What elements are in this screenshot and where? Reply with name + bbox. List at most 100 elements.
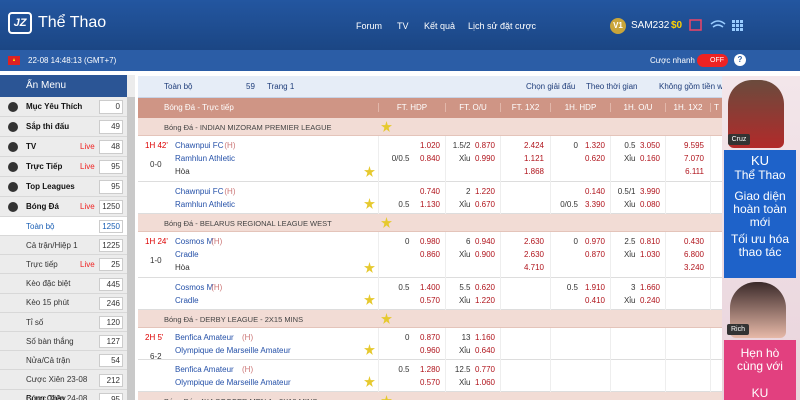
- menu-label[interactable]: Trực Tiếp: [26, 162, 63, 171]
- odds[interactable]: 0.670: [474, 200, 495, 209]
- odds[interactable]: 0.990: [474, 154, 495, 163]
- odds[interactable]: 0.160: [639, 154, 660, 163]
- favorite-star[interactable]: [381, 121, 392, 132]
- odds[interactable]: 1.910: [584, 283, 605, 292]
- menu-label[interactable]: TV: [26, 142, 37, 151]
- odds[interactable]: 0.570: [419, 378, 440, 387]
- odds[interactable]: 3.240: [683, 263, 704, 272]
- odds[interactable]: 1.020: [419, 141, 440, 150]
- sidebar-title[interactable]: Ẩn Menu: [26, 80, 67, 91]
- menu-item[interactable]: [0, 293, 127, 313]
- odds[interactable]: 3.050: [639, 141, 660, 150]
- menu-item[interactable]: [0, 197, 127, 217]
- home-team[interactable]: Benfica Amateur: [175, 333, 234, 342]
- away-team[interactable]: Olympique de Marseille Amateur: [175, 346, 291, 355]
- menu-item[interactable]: [0, 274, 127, 294]
- odds[interactable]: 7.070: [683, 154, 704, 163]
- home-team[interactable]: Cosmos M: [175, 237, 214, 246]
- odds[interactable]: 1.660: [639, 283, 660, 292]
- menu-label[interactable]: Cả trận/Hiệp 1: [26, 240, 78, 250]
- odds[interactable]: 0.620: [584, 154, 605, 163]
- favorite-star[interactable]: [364, 198, 375, 209]
- odds[interactable]: 1.121: [523, 154, 544, 163]
- odds[interactable]: 2.630: [523, 250, 544, 259]
- away-team[interactable]: Cradle: [175, 250, 199, 259]
- odds[interactable]: 0.940: [474, 237, 495, 246]
- odds[interactable]: 0.960: [419, 346, 440, 355]
- view-select[interactable]: Toàn bộ: [164, 82, 193, 91]
- league-row[interactable]: [138, 118, 722, 136]
- odds[interactable]: 0.640: [474, 346, 495, 355]
- odds[interactable]: 0.980: [419, 237, 440, 246]
- menu-label[interactable]: Số bàn thắng: [26, 336, 74, 346]
- menu-item[interactable]: [0, 313, 127, 332]
- odds[interactable]: 1.400: [419, 283, 440, 292]
- menu-item[interactable]: [0, 255, 127, 275]
- home-team[interactable]: Cosmos M: [175, 283, 214, 292]
- odds[interactable]: 1.320: [584, 141, 605, 150]
- odds[interactable]: 3.990: [639, 187, 660, 196]
- odds[interactable]: 0.570: [419, 296, 440, 305]
- menu-label[interactable]: Cược Xiên 24-08: [26, 394, 88, 400]
- toggle[interactable]: OFF: [697, 54, 728, 67]
- nav-link[interactable]: TV: [397, 21, 409, 31]
- league-row[interactable]: [138, 310, 722, 328]
- page-select[interactable]: Trang 1: [267, 82, 295, 91]
- odds[interactable]: 0.740: [419, 187, 440, 196]
- favorite-star[interactable]: [364, 166, 375, 177]
- odds[interactable]: 0.870: [584, 250, 605, 259]
- menu-item[interactable]: [0, 332, 127, 352]
- favorite-star[interactable]: [364, 294, 375, 305]
- menu-item[interactable]: [0, 97, 127, 117]
- odds[interactable]: 3.390: [584, 200, 605, 209]
- nav-link[interactable]: Lịch sử đặt cược: [468, 21, 536, 31]
- menu-label[interactable]: Toàn bộ: [26, 221, 55, 231]
- menu-label[interactable]: Nửa/Cả trận: [26, 355, 71, 365]
- odds[interactable]: 0.870: [419, 333, 440, 342]
- favorite-star[interactable]: [381, 395, 392, 400]
- odds[interactable]: 1.220: [474, 187, 495, 196]
- filter-button[interactable]: Theo thời gian: [586, 82, 638, 91]
- menu-label[interactable]: Kèo đặc biệt: [26, 279, 71, 289]
- favorite-star[interactable]: [364, 262, 375, 273]
- menu-label[interactable]: Sắp thi đấu: [26, 122, 70, 131]
- menu-item[interactable]: [0, 370, 127, 390]
- odds[interactable]: 1.868: [523, 167, 544, 176]
- odds[interactable]: 2.424: [523, 141, 544, 150]
- odds[interactable]: 0.240: [639, 296, 660, 305]
- odds[interactable]: 0.410: [584, 296, 605, 305]
- menu-item[interactable]: [0, 351, 127, 371]
- odds[interactable]: 1.130: [419, 200, 440, 209]
- home-team[interactable]: Benfica Amateur: [175, 365, 234, 374]
- odds[interactable]: 0.620: [474, 283, 495, 292]
- menu-item[interactable]: [0, 177, 127, 197]
- odds[interactable]: 1.220: [474, 296, 495, 305]
- odds[interactable]: 2.630: [523, 237, 544, 246]
- away-team[interactable]: Ramhlun Athletic: [175, 154, 236, 163]
- menu-item[interactable]: [0, 157, 127, 177]
- odds[interactable]: 0.970: [584, 237, 605, 246]
- away-team[interactable]: Olympique de Marseille Amateur: [175, 378, 291, 387]
- odds[interactable]: 1.160: [474, 333, 495, 342]
- help[interactable]: ?: [734, 54, 746, 66]
- odds[interactable]: 6.800: [683, 250, 704, 259]
- odds[interactable]: 0.080: [639, 200, 660, 209]
- menu-label[interactable]: Trực tiếp: [26, 259, 58, 269]
- odds[interactable]: 0.870: [474, 141, 495, 150]
- odds[interactable]: 0.860: [419, 250, 440, 259]
- odds[interactable]: 0.810: [639, 237, 660, 246]
- odds[interactable]: 0.430: [683, 237, 704, 246]
- favorite-star[interactable]: [381, 217, 392, 228]
- home-team[interactable]: Chawnpui FC: [175, 187, 224, 196]
- odds[interactable]: 0.840: [419, 154, 440, 163]
- filter-button[interactable]: Chọn giải đấu: [526, 82, 576, 91]
- odds[interactable]: 6.111: [685, 167, 704, 176]
- odds[interactable]: 1.060: [474, 378, 495, 387]
- menu-label[interactable]: Cược Xiên 23-08: [26, 375, 88, 385]
- nav-link[interactable]: Kết quả: [424, 21, 456, 31]
- menu-item[interactable]: [0, 117, 127, 137]
- menu-label[interactable]: Mục Yêu Thích: [26, 102, 83, 111]
- nav-link[interactable]: Forum: [356, 21, 383, 31]
- favorite-star[interactable]: [381, 313, 392, 324]
- away-team[interactable]: Ramhlun Athletic: [175, 200, 236, 209]
